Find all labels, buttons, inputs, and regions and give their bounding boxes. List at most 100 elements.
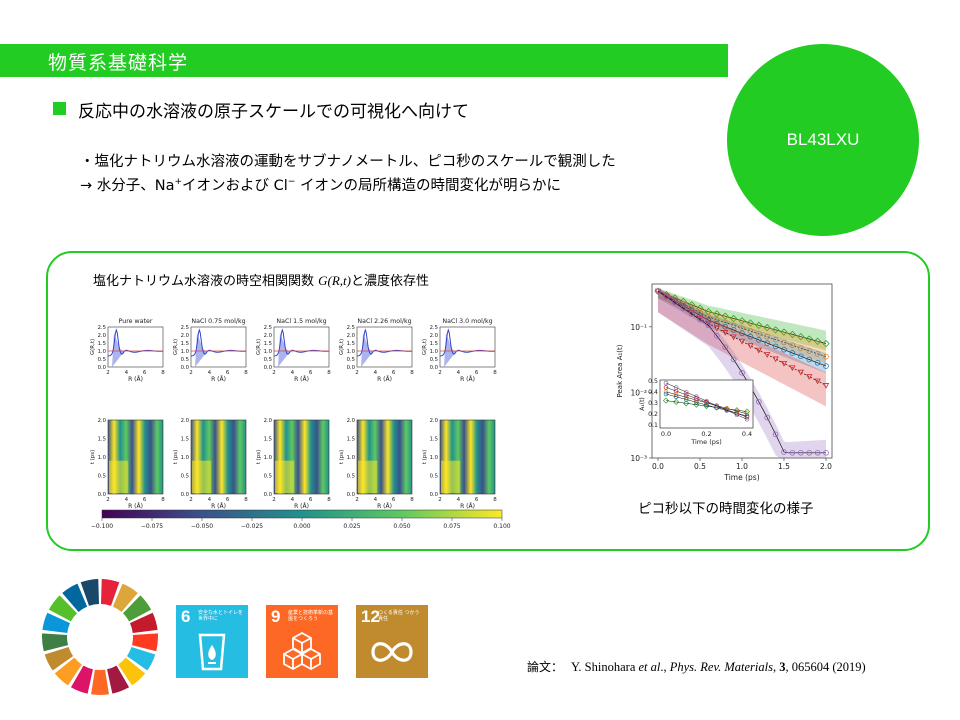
series-marker: [764, 340, 771, 346]
x-tick-label: 4: [125, 497, 129, 503]
series-marker: [747, 343, 754, 350]
y-tick-label: 1.0: [181, 349, 190, 355]
x-tick-label: 2: [438, 370, 442, 376]
x-tick-label: 6: [475, 497, 479, 503]
page-title: 物質系基礎科学: [48, 52, 189, 74]
colorbar-tick-label: −0.075: [141, 523, 163, 530]
line-panel-band: [444, 333, 456, 367]
x-tick-label: 8: [161, 370, 165, 376]
x-tick-label: 0.5: [694, 462, 706, 471]
y-tick-label: 0.0: [347, 492, 356, 498]
inset-y-tick-label: 0.3: [648, 400, 658, 407]
series-marker: [764, 352, 771, 358]
y-tick-label: 1.0: [264, 349, 273, 355]
wheel-segment: [112, 583, 138, 612]
series-marker: [730, 334, 737, 341]
x-tick-label: 8: [410, 370, 414, 376]
panel-title: Pure water: [119, 318, 153, 325]
y-tick-label: 0.0: [98, 365, 107, 371]
x-tick-label: 0.0: [652, 462, 664, 471]
x-tick-label: 2: [355, 497, 359, 503]
series-marker: [771, 326, 780, 334]
y-tick-label: 0.0: [181, 492, 190, 498]
inset-x-tick-label: 0.0: [661, 430, 671, 438]
series-marker: [798, 450, 804, 456]
line-panel-band: [112, 333, 124, 367]
x-tick-label: 2: [106, 370, 110, 376]
sdg-tile-6: 6 安全な水とトイレを世界中に: [176, 605, 248, 678]
colorbar-tick-label: 0.075: [443, 523, 460, 530]
x-axis-label: R (Å): [294, 503, 309, 510]
series-marker: [722, 319, 728, 326]
series-marker: [797, 369, 804, 376]
series-marker: [654, 288, 662, 295]
x-axis-label: R (Å): [460, 503, 475, 510]
wheel-segment: [107, 665, 130, 694]
x-tick-label: 4: [291, 370, 295, 376]
inset-marker: [673, 394, 679, 399]
x-tick-label: 2: [189, 497, 193, 503]
x-tick-label: 4: [374, 370, 378, 376]
y-tick-label: 2.0: [98, 418, 107, 424]
series-marker: [714, 333, 720, 339]
series-marker: [772, 336, 779, 343]
series-marker: [655, 288, 661, 294]
x-tick-label: 6: [309, 497, 313, 503]
heatmap-hotspot: [109, 460, 129, 493]
x-tick-label: 8: [161, 497, 165, 503]
series-marker: [680, 305, 686, 312]
title-bar: [0, 44, 728, 77]
x-tick-label: 4: [125, 370, 129, 376]
y-tick-label: 1.5: [347, 341, 355, 347]
desc2-part-a: → 水分子、Na: [80, 178, 175, 194]
inset-marker: [663, 389, 669, 395]
inset-marker: [744, 417, 750, 422]
line-panel-band: [195, 333, 207, 367]
water-drop-icon: [198, 633, 226, 671]
description-line-2: → 水分子、Na+イオンおよび Cl− イオンの局所構造の時間変化が明らかに: [80, 174, 561, 195]
y-tick-label: 1.0: [347, 455, 356, 461]
sdg-wheel-segments: [41, 579, 159, 696]
series-marker: [755, 321, 763, 330]
paper-volume: 3: [779, 660, 786, 674]
y-tick-label: 0.0: [347, 365, 356, 371]
y-axis-label: Peak Area A₁(t): [616, 344, 624, 397]
series-marker: [823, 353, 829, 360]
series-marker: [756, 337, 762, 343]
inset-fit-line: [665, 400, 748, 412]
colorbar-tick-label: −0.050: [191, 523, 213, 530]
bullet-square: [53, 102, 66, 115]
y-tick-label: 0.5: [347, 474, 355, 480]
x-tick-label: 4: [208, 497, 212, 503]
x-tick-label: 4: [457, 370, 461, 376]
inset-marker: [744, 411, 750, 417]
series-marker: [772, 431, 779, 438]
x-tick-label: 6: [392, 497, 396, 503]
series-marker: [806, 374, 813, 380]
inset-x-tick-label: 0.2: [701, 430, 711, 438]
x-tick-label: 8: [493, 497, 497, 503]
x-tick-label: 2: [272, 497, 276, 503]
x-tick-label: 4: [291, 497, 295, 503]
inset-fit-line: [665, 382, 748, 420]
paper-authors: Y. Shinohara: [571, 660, 639, 674]
y-tick-label: 2.0: [181, 418, 190, 424]
series-marker: [756, 331, 762, 337]
y-tick-label: 0.5: [430, 474, 438, 480]
peak-area-chart: 0.0 0.5 1.0 1.5 2.0 Time (ps) 10⁻¹ 10⁻² 10⁻³ Peak…: [616, 283, 833, 482]
y-tick-label: 2.5: [430, 325, 438, 331]
series-marker: [781, 449, 787, 455]
y-tick-label: 1.5: [98, 437, 106, 443]
heatmap-hotspot: [358, 460, 378, 493]
colorbar-tick-label: 0.025: [343, 523, 360, 530]
sdg-text: 産業と技術革新の基盤をつくろう: [288, 610, 334, 622]
x-tick-label: 6: [143, 370, 147, 376]
y-tick-label: 2.0: [347, 333, 356, 339]
paper-sep2: ,: [772, 660, 780, 674]
y-tick-label: 1.5: [264, 341, 272, 347]
series-marker: [705, 313, 712, 320]
y-axis-label: G(R,t): [90, 339, 96, 355]
x-tick-label: 8: [493, 370, 497, 376]
y-tick-label: 0.5: [98, 357, 106, 363]
panels-group: Pure water 2 4 6 8 R (Å) 2.5 2.0 1.5 1.0 0.5 0.0 G(R…: [90, 318, 497, 510]
